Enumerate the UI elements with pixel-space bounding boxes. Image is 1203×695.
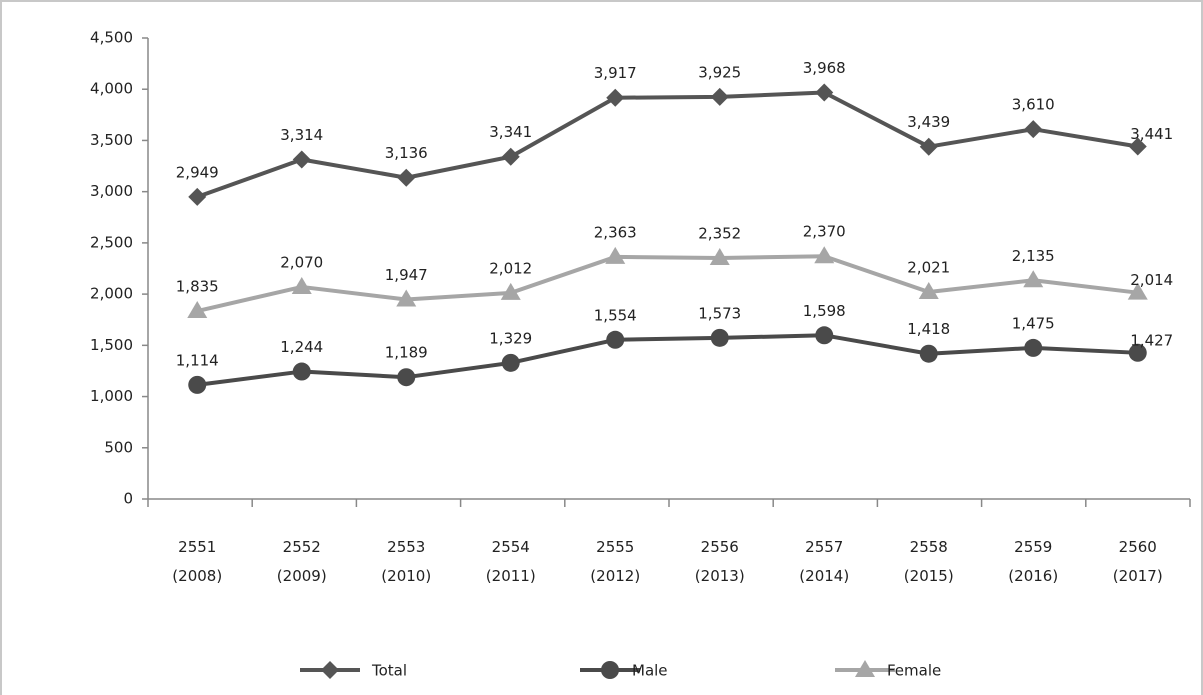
marker xyxy=(814,246,835,264)
x-tick-label: 2551 (2008) xyxy=(172,538,223,585)
data-label: 3,439 xyxy=(907,113,950,131)
y-tick-label: 4,500 xyxy=(90,29,133,47)
marker xyxy=(918,281,939,299)
x-tick-label: 2554 (2011) xyxy=(485,538,536,585)
marker xyxy=(606,88,625,107)
data-label: 1,114 xyxy=(176,351,219,369)
marker xyxy=(710,328,729,347)
marker xyxy=(709,248,730,266)
x-tick-label: 2553 (2010) xyxy=(381,538,432,585)
marker xyxy=(1128,137,1147,156)
data-label: 2,135 xyxy=(1012,247,1055,265)
y-tick-label: 3,500 xyxy=(90,131,133,149)
marker xyxy=(1023,270,1044,288)
data-label: 2,363 xyxy=(594,223,637,241)
data-label: 3,925 xyxy=(698,63,741,81)
x-tick-label: 2559 (2016) xyxy=(1008,538,1059,585)
data-label: 1,475 xyxy=(1012,314,1055,332)
marker xyxy=(1127,282,1148,300)
series-line xyxy=(196,333,1138,387)
legend-label: Male xyxy=(632,662,668,680)
series-line xyxy=(196,254,1138,313)
legend-label: Female xyxy=(887,662,941,680)
y-tick-label: 4,000 xyxy=(90,80,133,98)
data-label: 1,554 xyxy=(594,306,637,324)
y-tick-label: 1,500 xyxy=(90,336,133,354)
data-label: 3,917 xyxy=(594,64,637,82)
x-tick-label: 2556 (2013) xyxy=(694,538,745,585)
marker xyxy=(292,362,311,381)
marker xyxy=(292,150,311,169)
marker xyxy=(919,344,938,363)
y-tick-label: 2,500 xyxy=(90,233,133,251)
y-tick-label: 3,000 xyxy=(90,182,133,200)
marker xyxy=(815,326,834,345)
data-label: 3,441 xyxy=(1130,125,1173,143)
data-label: 1,244 xyxy=(280,338,323,356)
marker xyxy=(855,660,875,677)
data-label: 2,070 xyxy=(280,253,323,271)
x-tick-label: 2552 (2009) xyxy=(276,538,327,585)
data-label: 1,598 xyxy=(803,302,846,320)
data-label: 3,314 xyxy=(280,126,323,144)
marker xyxy=(605,246,626,264)
marker xyxy=(710,87,729,106)
y-tick-label: 0 xyxy=(123,490,133,508)
data-label: 2,021 xyxy=(907,258,950,276)
marker xyxy=(188,375,207,394)
data-label: 2,352 xyxy=(698,225,741,243)
data-label: 1,427 xyxy=(1130,331,1173,349)
y-tick-label: 500 xyxy=(104,438,133,456)
marker xyxy=(501,147,520,166)
data-label: 2,949 xyxy=(176,163,219,181)
y-tick-label: 1,000 xyxy=(90,387,133,405)
data-label: 1,947 xyxy=(385,266,428,284)
marker xyxy=(501,353,520,372)
marker xyxy=(187,301,208,319)
legend-label: Total xyxy=(371,662,407,680)
data-label: 1,835 xyxy=(176,278,219,296)
marker xyxy=(815,83,834,102)
data-label: 2,012 xyxy=(489,259,532,277)
data-label: 1,418 xyxy=(907,320,950,338)
marker xyxy=(1128,343,1147,362)
marker xyxy=(397,168,416,187)
data-label: 1,329 xyxy=(489,329,532,347)
data-label: 1,573 xyxy=(698,304,741,322)
marker xyxy=(1024,338,1043,357)
y-tick-label: 2,000 xyxy=(90,285,133,303)
x-tick-label: 2558 (2015) xyxy=(903,538,954,585)
data-label: 2,014 xyxy=(1130,271,1173,289)
marker xyxy=(188,187,207,206)
marker xyxy=(1024,120,1043,139)
marker xyxy=(601,661,619,679)
x-tick-label: 2557 (2014) xyxy=(799,538,850,585)
data-label: 3,610 xyxy=(1012,96,1055,114)
marker xyxy=(919,137,938,156)
data-label: 3,341 xyxy=(489,123,532,141)
marker xyxy=(291,276,312,294)
marker xyxy=(397,368,416,387)
data-label: 3,968 xyxy=(803,59,846,77)
marker xyxy=(396,289,417,307)
data-label: 1,189 xyxy=(385,344,428,362)
marker xyxy=(321,661,339,679)
series-line xyxy=(196,90,1139,199)
x-tick-label: 2560 (2017) xyxy=(1112,538,1163,585)
marker xyxy=(606,330,625,349)
marker xyxy=(500,282,521,300)
x-tick-label: 2555 (2012) xyxy=(590,538,641,585)
data-label: 2,370 xyxy=(803,223,846,241)
data-label: 3,136 xyxy=(385,144,428,162)
